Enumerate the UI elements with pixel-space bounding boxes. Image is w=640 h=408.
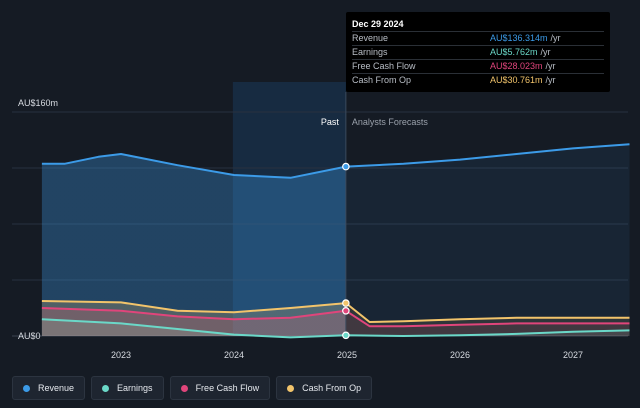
tooltip-row-value: AU$28.023m [490, 61, 543, 71]
marker-revenue [342, 162, 350, 171]
legend-item-revenue[interactable]: Revenue [12, 376, 86, 400]
past-label: Past [321, 117, 340, 127]
marker-cfo [342, 299, 350, 307]
tooltip-row-unit: /yr [545, 75, 556, 85]
x-tick-label: 2024 [224, 350, 244, 360]
legend-dot-icon [180, 384, 188, 392]
forecast-label: Analysts Forecasts [352, 117, 429, 127]
financials-chart: AU$160m AU$0 Past Analysts Forecasts 202… [12, 82, 630, 360]
legend-label: Cash From Op [302, 383, 362, 393]
legend-dot-icon [287, 384, 295, 392]
tooltip-row: Earnings AU$5.762m/yr [352, 45, 604, 59]
area-revenue [41, 144, 630, 336]
legend: Revenue Earnings Free Cash Flow Cash From O… [12, 376, 373, 400]
legend-item-cash-from-op[interactable]: Cash From Op [276, 376, 373, 400]
tooltip-row: Revenue AU$136.314m/yr [352, 31, 604, 45]
tooltip-row-label: Cash From Op [352, 75, 412, 85]
tooltip-row: Free Cash Flow AU$28.023m/yr [352, 59, 604, 73]
x-tick-label: 2023 [111, 350, 131, 360]
line-fcf [41, 307, 630, 328]
legend-label: Revenue [38, 383, 75, 393]
legend-label: Free Cash Flow [195, 383, 260, 393]
tooltip-row-value: AU$5.762m [490, 47, 538, 57]
series-areas [41, 144, 630, 338]
legend-dot-icon [102, 384, 110, 392]
hover-tooltip: Dec 29 2024 Revenue AU$136.314m/yr Earning… [346, 12, 610, 92]
area-cfo [41, 301, 630, 336]
tooltip-row-label: Free Cash Flow [352, 61, 416, 71]
x-tick-label: 2027 [563, 350, 583, 360]
legend-item-earnings[interactable]: Earnings [91, 376, 164, 400]
tooltip-row-label: Revenue [352, 33, 389, 43]
y-axis-bottom-label: AU$0 [18, 331, 41, 341]
legend-dot-icon [23, 384, 30, 392]
tooltip-row-unit: /yr [545, 61, 556, 71]
marker-fcf [342, 306, 350, 315]
legend-label: Earnings [117, 383, 153, 393]
tooltip-row-label: Earnings [352, 47, 388, 57]
y-axis-top-label: AU$160m [18, 98, 58, 108]
line-revenue [41, 143, 630, 179]
legend-item-free-cash-flow[interactable]: Free Cash Flow [169, 376, 271, 400]
tooltip-date: Dec 29 2024 [352, 19, 404, 29]
line-cfo [41, 300, 630, 323]
tooltip-row: Cash From Op AU$30.761m/yr [352, 73, 604, 87]
x-tick-label: 2025 [337, 350, 357, 360]
hover-markers [342, 162, 350, 340]
tooltip-row-value: AU$30.761m [490, 75, 543, 85]
tooltip-row-value: AU$136.314m [490, 33, 548, 43]
tooltip-row-unit: /yr [540, 47, 551, 57]
tooltip-row-unit: /yr [550, 33, 561, 43]
x-tick-label: 2026 [450, 350, 470, 360]
x-axis-ticks: 2023 2024 2025 2026 2027 [111, 350, 583, 360]
marker-earnings [342, 331, 350, 340]
